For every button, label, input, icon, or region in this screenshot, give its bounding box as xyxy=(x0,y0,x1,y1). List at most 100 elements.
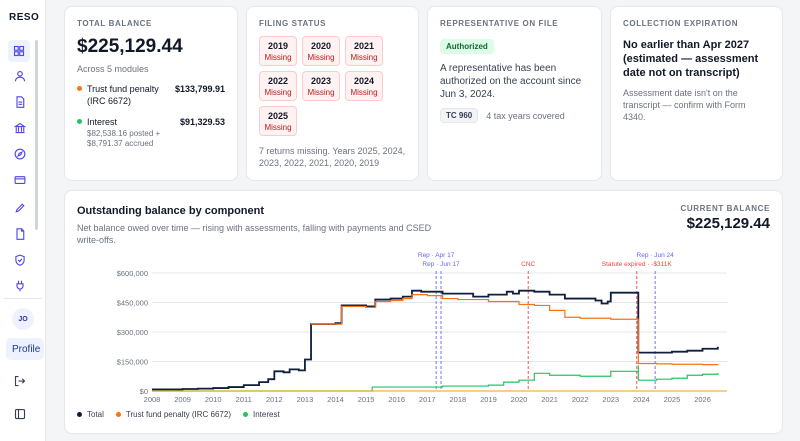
compass-icon[interactable] xyxy=(12,146,28,162)
sidebar: RESO JO Profile xyxy=(0,0,46,441)
card-title: REPRESENTATIVE ON FILE xyxy=(440,19,559,28)
component-value: $91,329.53 xyxy=(179,117,225,127)
total-balance-card: TOTAL BALANCE $225,129.44 Across 5 modul… xyxy=(64,6,238,181)
representative-card: REPRESENTATIVE ON FILE Authorized A repr… xyxy=(427,6,602,181)
card-title: TOTAL BALANCE xyxy=(77,19,152,28)
card-icon[interactable] xyxy=(12,172,28,188)
bank-icon[interactable] xyxy=(12,120,28,136)
year-label: 2019 xyxy=(267,41,289,51)
legend-dot xyxy=(243,412,248,417)
year-chip[interactable]: 2023 Missing xyxy=(302,71,340,101)
x-tick-label: 2021 xyxy=(541,395,558,404)
x-tick-label: 2011 xyxy=(236,395,252,404)
year-chip[interactable]: 2024 Missing xyxy=(345,71,383,101)
csed-headline: No earlier than Apr 2027 (estimated — as… xyxy=(623,39,759,79)
total-balance-amount: $225,129.44 xyxy=(77,36,183,57)
year-chip[interactable]: 2020 Missing xyxy=(302,36,340,66)
pen-icon[interactable] xyxy=(12,200,28,216)
current-balance-value: $225,129.44 xyxy=(686,215,770,232)
status-badge: Authorized xyxy=(440,39,494,54)
component-name: Interest xyxy=(87,117,118,127)
x-tick-label: 2026 xyxy=(694,395,711,404)
x-tick-label: 2009 xyxy=(174,395,191,404)
balance-chart-card: Outstanding balance by component Net bal… xyxy=(64,190,783,434)
year-chip[interactable]: 2022 Missing xyxy=(259,71,297,101)
year-chip[interactable]: 2025 Missing xyxy=(259,106,297,136)
legend-label: Interest xyxy=(253,410,280,419)
brand-logo: RESO xyxy=(9,12,40,23)
y-tick-label: $0 xyxy=(140,387,148,396)
plug-icon[interactable] xyxy=(12,278,28,294)
collection-expiration-card: COLLECTION EXPIRATION No earlier than Ap… xyxy=(610,6,783,181)
y-tick-label: $600,000 xyxy=(117,269,148,278)
year-status: Missing xyxy=(264,53,292,62)
year-chip[interactable]: 2019 Missing xyxy=(259,36,297,66)
chart-legend: Total Trust fund penalty (IRC 6672) Inte… xyxy=(77,410,292,419)
avatar[interactable]: JO xyxy=(12,308,34,330)
y-tick-label: $450,000 xyxy=(117,299,148,308)
annotation-label: Statute expired · -$311K xyxy=(602,261,673,268)
annotation-label: Rep · Jun 24 xyxy=(637,252,675,259)
sidebar-scrollbar[interactable] xyxy=(35,40,38,230)
series-line-penalty xyxy=(311,294,719,366)
series-line-total xyxy=(152,289,719,391)
y-tick-label: $150,000 xyxy=(117,358,148,367)
x-tick-label: 2022 xyxy=(572,395,589,404)
current-balance-label: CURRENT BALANCE xyxy=(680,204,770,213)
x-tick-label: 2017 xyxy=(419,395,436,404)
x-tick-label: 2020 xyxy=(511,395,528,404)
tc-row: TC 960 4 tax years covered xyxy=(440,108,589,123)
sidebar-divider xyxy=(4,298,42,299)
shield-icon[interactable] xyxy=(12,252,28,268)
legend-dot xyxy=(77,412,82,417)
legend-item-penalty[interactable]: Trust fund penalty (IRC 6672) xyxy=(115,410,231,419)
year-status: Missing xyxy=(350,88,378,97)
legend-item-interest[interactable]: Interest xyxy=(243,410,280,419)
component-name: Trust fund penalty (IRC 6672) xyxy=(87,84,159,106)
sidebar-collapse-icon[interactable] xyxy=(12,406,28,422)
document-icon[interactable] xyxy=(12,94,28,110)
year-status: Missing xyxy=(307,53,335,62)
rep-description: A representative has been authorized on … xyxy=(440,63,582,100)
x-tick-label: 2019 xyxy=(480,395,497,404)
series-line-interest xyxy=(152,365,719,392)
filing-status-card: FILING STATUS 2019 Missing 2020 Missing 20… xyxy=(246,6,419,181)
x-tick-label: 2025 xyxy=(664,395,681,404)
year-label: 2022 xyxy=(267,76,289,86)
annotation-label: Rep · Jun 17 xyxy=(422,261,460,268)
year-chip[interactable]: 2021 Missing xyxy=(345,36,383,66)
x-tick-label: 2016 xyxy=(388,395,405,404)
card-title: COLLECTION EXPIRATION xyxy=(623,19,739,28)
penalty-dot xyxy=(77,86,82,91)
annotation-label: Rep · Apr 17 xyxy=(418,252,455,259)
year-status: Missing xyxy=(307,88,335,97)
interest-dot xyxy=(77,119,82,124)
x-tick-label: 2018 xyxy=(450,395,467,404)
logout-icon[interactable] xyxy=(12,373,28,389)
year-status: Missing xyxy=(264,123,292,132)
x-tick-label: 2010 xyxy=(205,395,222,404)
csed-note: Assessment date isn't on the transcript … xyxy=(623,88,746,122)
year-label: 2021 xyxy=(353,41,375,51)
user-icon[interactable] xyxy=(12,68,28,84)
file-icon[interactable] xyxy=(12,226,28,242)
component-row-penalty: Trust fund penalty (IRC 6672) $133,799.9… xyxy=(77,83,225,107)
dashboard-icon[interactable] xyxy=(8,40,30,62)
x-tick-label: 2014 xyxy=(327,395,344,404)
year-status: Missing xyxy=(350,53,378,62)
filing-note: 7 returns missing. Years 2025, 2024, 202… xyxy=(259,146,406,168)
chart-title: Outstanding balance by component xyxy=(77,205,265,217)
balance-subtitle: Across 5 modules xyxy=(77,64,149,74)
x-tick-label: 2023 xyxy=(602,395,619,404)
component-row-interest: Interest $82,538.16 posted + $8,791.37 a… xyxy=(77,116,225,149)
x-tick-label: 2015 xyxy=(358,395,375,404)
x-tick-label: 2024 xyxy=(633,395,650,404)
year-label: 2024 xyxy=(353,76,375,86)
component-detail: $82,538.16 posted + $8,791.37 accrued xyxy=(87,129,161,148)
balance-line-chart[interactable]: $0 $150,000 $300,000 $450,000 $600,000 2008 20… xyxy=(65,191,784,435)
legend-item-total[interactable]: Total xyxy=(77,410,104,419)
profile-button[interactable]: Profile xyxy=(6,338,44,360)
card-title: FILING STATUS xyxy=(259,19,327,28)
component-value: $133,799.91 xyxy=(174,84,225,94)
annotation-label: CNC xyxy=(521,261,535,268)
